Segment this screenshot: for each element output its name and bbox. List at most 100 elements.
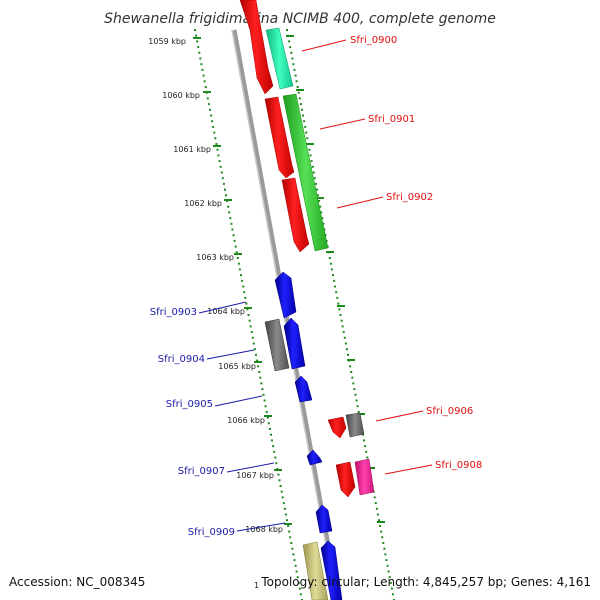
ring-dot bbox=[278, 479, 281, 482]
ring-dot bbox=[320, 211, 323, 214]
ring-dot bbox=[247, 314, 250, 316]
ring-dot bbox=[291, 547, 294, 550]
ring-dot bbox=[364, 445, 367, 448]
ring-dot bbox=[296, 86, 299, 88]
gene-arrow-red[interactable] bbox=[327, 416, 347, 439]
ring-dot bbox=[246, 308, 249, 311]
gene-label-sfri-0907[interactable]: Sfri_0907 bbox=[178, 466, 225, 477]
ring-dot bbox=[195, 34, 198, 37]
ring-dot bbox=[265, 410, 268, 413]
ring-dot bbox=[351, 376, 354, 379]
ring-dot bbox=[297, 581, 300, 584]
ring-dot bbox=[220, 171, 223, 174]
ring-dot bbox=[290, 51, 293, 54]
ring-dot bbox=[391, 593, 394, 596]
ring-dot bbox=[328, 257, 331, 259]
ring-dot bbox=[388, 576, 391, 579]
gene-arrow-red[interactable] bbox=[281, 177, 310, 253]
gene-label-sfri-0901[interactable]: Sfri_0901 bbox=[368, 114, 415, 125]
ring-dot bbox=[237, 262, 240, 265]
gene-arrow-blue[interactable] bbox=[306, 449, 323, 466]
ring-dot bbox=[212, 125, 215, 128]
ring-dot bbox=[338, 308, 341, 311]
ring-dot bbox=[248, 319, 251, 322]
ring-dot bbox=[299, 593, 302, 596]
ring-dot bbox=[334, 285, 337, 288]
ring-dot bbox=[337, 302, 340, 305]
ring-dot bbox=[289, 46, 292, 49]
ring-dot bbox=[296, 576, 299, 579]
ring-dot bbox=[299, 103, 302, 106]
ring-dot bbox=[210, 114, 213, 117]
ring-dot bbox=[257, 365, 260, 368]
ring-dot bbox=[314, 182, 317, 185]
ring-dot bbox=[255, 353, 257, 356]
gene-label-sfri-0903[interactable]: Sfri_0903 bbox=[150, 307, 197, 318]
gene-arrow-blue[interactable] bbox=[283, 317, 306, 370]
gene-block-magenta[interactable] bbox=[354, 458, 375, 496]
ring-dot bbox=[222, 182, 225, 185]
ring-dot bbox=[333, 279, 336, 282]
gene-block-khaki[interactable] bbox=[302, 541, 329, 600]
tick-label: 1059 kbp bbox=[148, 37, 186, 46]
ring-dot bbox=[264, 405, 267, 408]
ring-dot bbox=[258, 371, 261, 373]
gene-arrow-blue[interactable] bbox=[294, 375, 313, 403]
gene-label-sfri-0906[interactable]: Sfri_0906 bbox=[426, 406, 473, 417]
tick-label: 1067 kbp bbox=[236, 471, 274, 480]
ring-dot bbox=[303, 120, 306, 123]
ring-dot bbox=[233, 239, 236, 242]
ring-dot bbox=[260, 382, 263, 385]
gene-block-gray[interactable] bbox=[264, 318, 290, 372]
ring-dot bbox=[376, 513, 379, 516]
ring-dot bbox=[288, 530, 291, 533]
ring-dot bbox=[240, 274, 242, 277]
ring-dot bbox=[200, 63, 203, 66]
gene-label-sfri-0909[interactable]: Sfri_0909 bbox=[188, 527, 235, 538]
topology-text: Topology: circular; Length: 4,845,257 bp… bbox=[260, 575, 591, 589]
ring-dot bbox=[245, 302, 248, 305]
ring-dot bbox=[243, 291, 246, 294]
gene-label-sfri-0905[interactable]: Sfri_0905 bbox=[166, 399, 213, 410]
tick-label: 1063 kbp bbox=[196, 253, 234, 262]
ring-dot bbox=[342, 331, 345, 334]
gene-block-green[interactable] bbox=[282, 93, 329, 252]
ring-dot bbox=[280, 490, 283, 493]
gene-arrow-red[interactable] bbox=[239, 0, 274, 95]
gene-block-mint[interactable] bbox=[265, 27, 294, 90]
ring-dot bbox=[232, 234, 235, 237]
ring-dot bbox=[319, 205, 322, 208]
gene-label-sfri-0908[interactable]: Sfri_0908 bbox=[435, 460, 482, 471]
gene-arrow-red[interactable] bbox=[335, 461, 356, 498]
gene-block-gray[interactable] bbox=[345, 412, 365, 438]
ring-dot bbox=[298, 587, 301, 590]
ring-dot bbox=[353, 388, 356, 391]
ring-dot bbox=[380, 530, 383, 533]
gene-arrow-red[interactable] bbox=[264, 96, 295, 179]
ring-dot bbox=[379, 524, 382, 527]
ring-dot bbox=[196, 40, 199, 43]
ring-dot bbox=[386, 564, 389, 567]
gene-label-sfri-0900[interactable]: Sfri_0900 bbox=[350, 35, 397, 46]
tick-label: 1065 kbp bbox=[218, 362, 256, 371]
ring-dot bbox=[221, 177, 224, 180]
ring-dot bbox=[276, 467, 279, 470]
gene-label-sfri-0902[interactable]: Sfri_0902 bbox=[386, 192, 433, 203]
ring-dot bbox=[321, 217, 324, 220]
ring-dot bbox=[310, 160, 313, 163]
ring-dot bbox=[355, 399, 358, 402]
ring-dot bbox=[362, 433, 364, 436]
ring-dot bbox=[322, 222, 325, 225]
gene-label-sfri-0904[interactable]: Sfri_0904 bbox=[158, 354, 205, 365]
ring-dot bbox=[241, 279, 244, 282]
ring-dot bbox=[218, 160, 221, 163]
ring-dot bbox=[335, 291, 338, 294]
ring-dot bbox=[281, 496, 284, 499]
gene-arrow-blue[interactable] bbox=[274, 271, 297, 319]
gene-arrow-blue[interactable] bbox=[315, 504, 333, 534]
ring-dot bbox=[336, 296, 339, 299]
gene-arrow-blue[interactable] bbox=[320, 540, 343, 600]
ring-dot bbox=[385, 559, 388, 562]
ring-dot bbox=[365, 450, 368, 453]
